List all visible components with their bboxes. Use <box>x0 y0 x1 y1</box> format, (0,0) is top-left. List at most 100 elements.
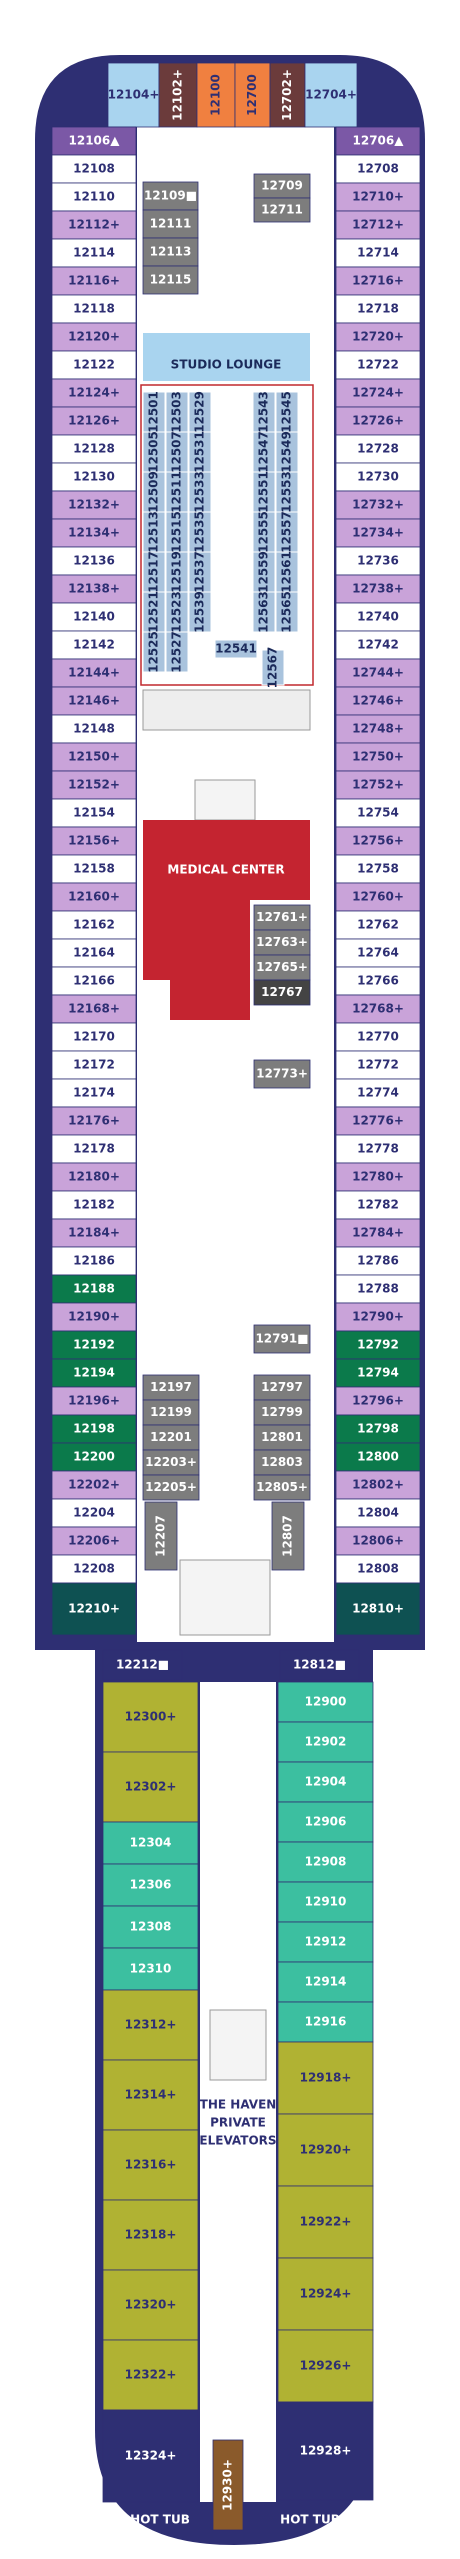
cabin-label: 12134+ <box>68 526 120 540</box>
cabin <box>335 854 421 884</box>
studio-label: 12515 <box>170 511 184 553</box>
cabin-label: 12801 <box>261 1430 303 1444</box>
cabin-label: 12767 <box>261 985 303 999</box>
cabin-label: 12176+ <box>68 1114 120 1128</box>
cabin-label: 12204 <box>73 1506 115 1520</box>
cabin-label: 12148 <box>73 722 115 736</box>
cabin-label: 12926+ <box>300 2359 352 2373</box>
studio-label: 12513 <box>147 511 161 553</box>
cabin-label: 12312+ <box>125 2018 177 2032</box>
cabin <box>335 406 421 436</box>
cabin-label: 12770 <box>357 1030 399 1044</box>
cabin <box>102 1905 199 1949</box>
studio <box>188 591 212 633</box>
cabin-label: 12212■ <box>116 1658 169 1672</box>
cabin-label: 12324+ <box>125 2449 177 2463</box>
cabin <box>335 1162 421 1192</box>
cabin <box>102 2199 199 2271</box>
cabin-label: 12902 <box>305 1735 347 1749</box>
cabin-label: 12908 <box>305 1855 347 1869</box>
cabin-label: 12190+ <box>68 1310 120 1324</box>
cabin <box>335 1554 421 1584</box>
cabin <box>335 154 421 184</box>
cabin-label: 12128 <box>73 442 115 456</box>
studio-label: 12535 <box>193 511 207 553</box>
cabin-label: 12720+ <box>352 330 404 344</box>
place-label: MEDICAL CENTER <box>167 863 284 877</box>
cabin-label: 12158 <box>73 862 115 876</box>
cabin-label: 12166 <box>73 974 115 988</box>
cabin <box>102 2059 199 2131</box>
cabin-label: 12205+ <box>145 1480 197 1494</box>
studio <box>252 591 276 633</box>
cabin-label: 12738+ <box>352 582 404 596</box>
cabin-label: 12122 <box>73 358 115 372</box>
cabin <box>335 1470 421 1500</box>
cabin-label: 12906 <box>305 1815 347 1829</box>
cabin <box>102 1863 199 1907</box>
cabin <box>253 1324 311 1354</box>
cabin <box>234 62 271 128</box>
cabin <box>142 1424 200 1451</box>
studio <box>142 631 166 673</box>
cabin-label: 12188 <box>73 1282 115 1296</box>
cabin <box>51 1134 137 1164</box>
lower-walkway <box>200 1682 276 2502</box>
cabin-label: 12760+ <box>352 890 404 904</box>
cabin <box>212 2439 244 2531</box>
studio-label: 12559 <box>257 551 271 593</box>
studio-label: 12563 <box>257 591 271 633</box>
cabin-label: 12776+ <box>352 1114 404 1128</box>
cabin-label: 12116+ <box>68 274 120 288</box>
cabin-label: 12320+ <box>125 2298 177 2312</box>
cabin <box>51 1554 137 1584</box>
cabin <box>335 1498 421 1528</box>
studio-label: 12505 <box>147 431 161 473</box>
cabin-label: 12764 <box>357 946 399 960</box>
cabin-label: 12142 <box>73 638 115 652</box>
studio-area-border <box>140 384 314 686</box>
cabin-label: 12168+ <box>68 1002 120 1016</box>
cabin-label: 12300+ <box>125 1710 177 1724</box>
cabin <box>335 1442 421 1472</box>
cabin <box>335 434 421 464</box>
studio-label: 12503 <box>170 391 184 433</box>
cabin-label: 12784+ <box>352 1226 404 1240</box>
cabin <box>335 378 421 408</box>
cabin-label: 12154 <box>73 806 115 820</box>
cabin-label: 12704+ <box>305 88 357 102</box>
cabin <box>277 2329 374 2403</box>
cabin <box>335 238 421 268</box>
cabin-label: 12748+ <box>352 722 404 736</box>
cabin <box>51 658 137 688</box>
studio-label: 12507 <box>170 431 184 473</box>
studio-label: 12557 <box>280 511 294 553</box>
cabin-label: 12710+ <box>352 190 404 204</box>
cabin-label: 12706▲ <box>353 134 405 148</box>
cabin <box>102 1649 183 1681</box>
studio-label: 12547 <box>257 431 271 473</box>
cabin <box>51 1442 137 1472</box>
cabin-label: 12807 <box>281 1515 295 1557</box>
elevators <box>179 1559 271 1636</box>
cabin-label: 12120+ <box>68 330 120 344</box>
studio-label: 12521 <box>147 591 161 633</box>
cabin <box>335 1582 421 1636</box>
place-label: STUDIO LOUNGE <box>171 358 282 372</box>
cabin <box>335 798 421 828</box>
cabin-label: 12172 <box>73 1058 115 1072</box>
cabin-label: 12194 <box>73 1366 115 1380</box>
cabin-label: 12126+ <box>68 414 120 428</box>
cabin <box>51 1218 137 1248</box>
cabin <box>144 1501 178 1571</box>
cabin-label: 12316+ <box>125 2158 177 2172</box>
cabin <box>142 1399 200 1426</box>
cabin <box>335 574 421 604</box>
elevators <box>209 2009 267 2081</box>
cabin-label: 12752+ <box>352 778 404 792</box>
cabin <box>335 490 421 520</box>
cabin-label: 12788 <box>357 1282 399 1296</box>
cabin <box>51 1078 137 1108</box>
studio <box>261 649 285 686</box>
studio-label: 12561 <box>280 551 294 593</box>
